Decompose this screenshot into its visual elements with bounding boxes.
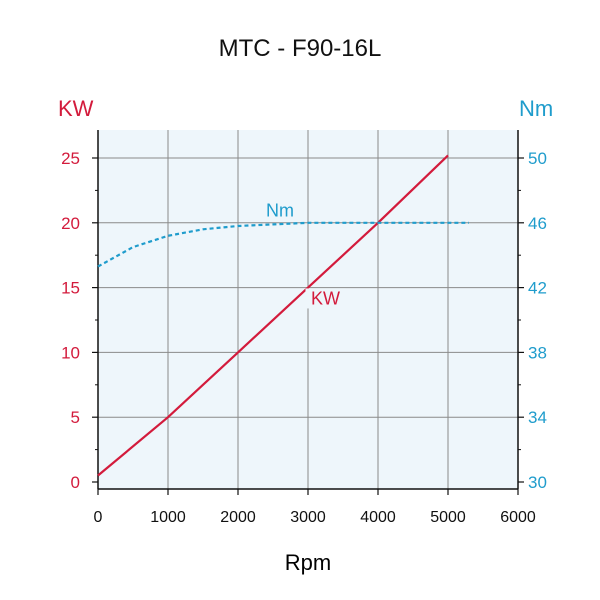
series-label-nm: Nm (266, 200, 294, 220)
axes (92, 130, 524, 495)
series-label-bg-nm (258, 200, 302, 219)
y-axis-right-title: Nm (519, 96, 553, 121)
x-tick-label: 5000 (430, 509, 466, 526)
series-layer (97, 154, 469, 477)
y-right-tick-label: 46 (528, 214, 547, 233)
x-tick-label: 1000 (150, 509, 186, 526)
grid (98, 130, 518, 489)
y-left-tick-label: 0 (71, 473, 80, 492)
y-left-tick-label: 20 (61, 214, 80, 233)
x-tick-label: 0 (94, 509, 103, 526)
y-left-tick-label: 5 (71, 408, 80, 427)
y-axis-left-title: KW (58, 96, 94, 121)
labels: 0 1000 2000 3000 4000 5000 6000 0 5 10 15 20 25 30 34 3… (61, 149, 547, 526)
y-right-tick-label: 30 (528, 473, 547, 492)
y-right-tick-label: 42 (528, 279, 547, 298)
y-right-tick-label: 50 (528, 149, 547, 168)
y-left-tick-label: 25 (61, 149, 80, 168)
series-line-kw (97, 154, 449, 477)
x-tick-label: 6000 (500, 509, 536, 526)
chart-title: MTC - F90-16L (219, 35, 382, 62)
x-axis-title: Rpm (285, 550, 331, 575)
y-left-tick-label: 10 (61, 343, 80, 362)
series-label-bg-kw (305, 288, 346, 309)
x-tick-label: 3000 (290, 509, 326, 526)
x-tick-label: 2000 (220, 509, 256, 526)
series-line-nm (97, 221, 469, 268)
series-label-kw: KW (311, 288, 340, 308)
y-left-tick-label: 15 (61, 279, 80, 298)
y-right-tick-label: 38 (528, 343, 547, 362)
y-right-tick-label: 34 (528, 408, 547, 427)
x-tick-label: 4000 (360, 509, 396, 526)
